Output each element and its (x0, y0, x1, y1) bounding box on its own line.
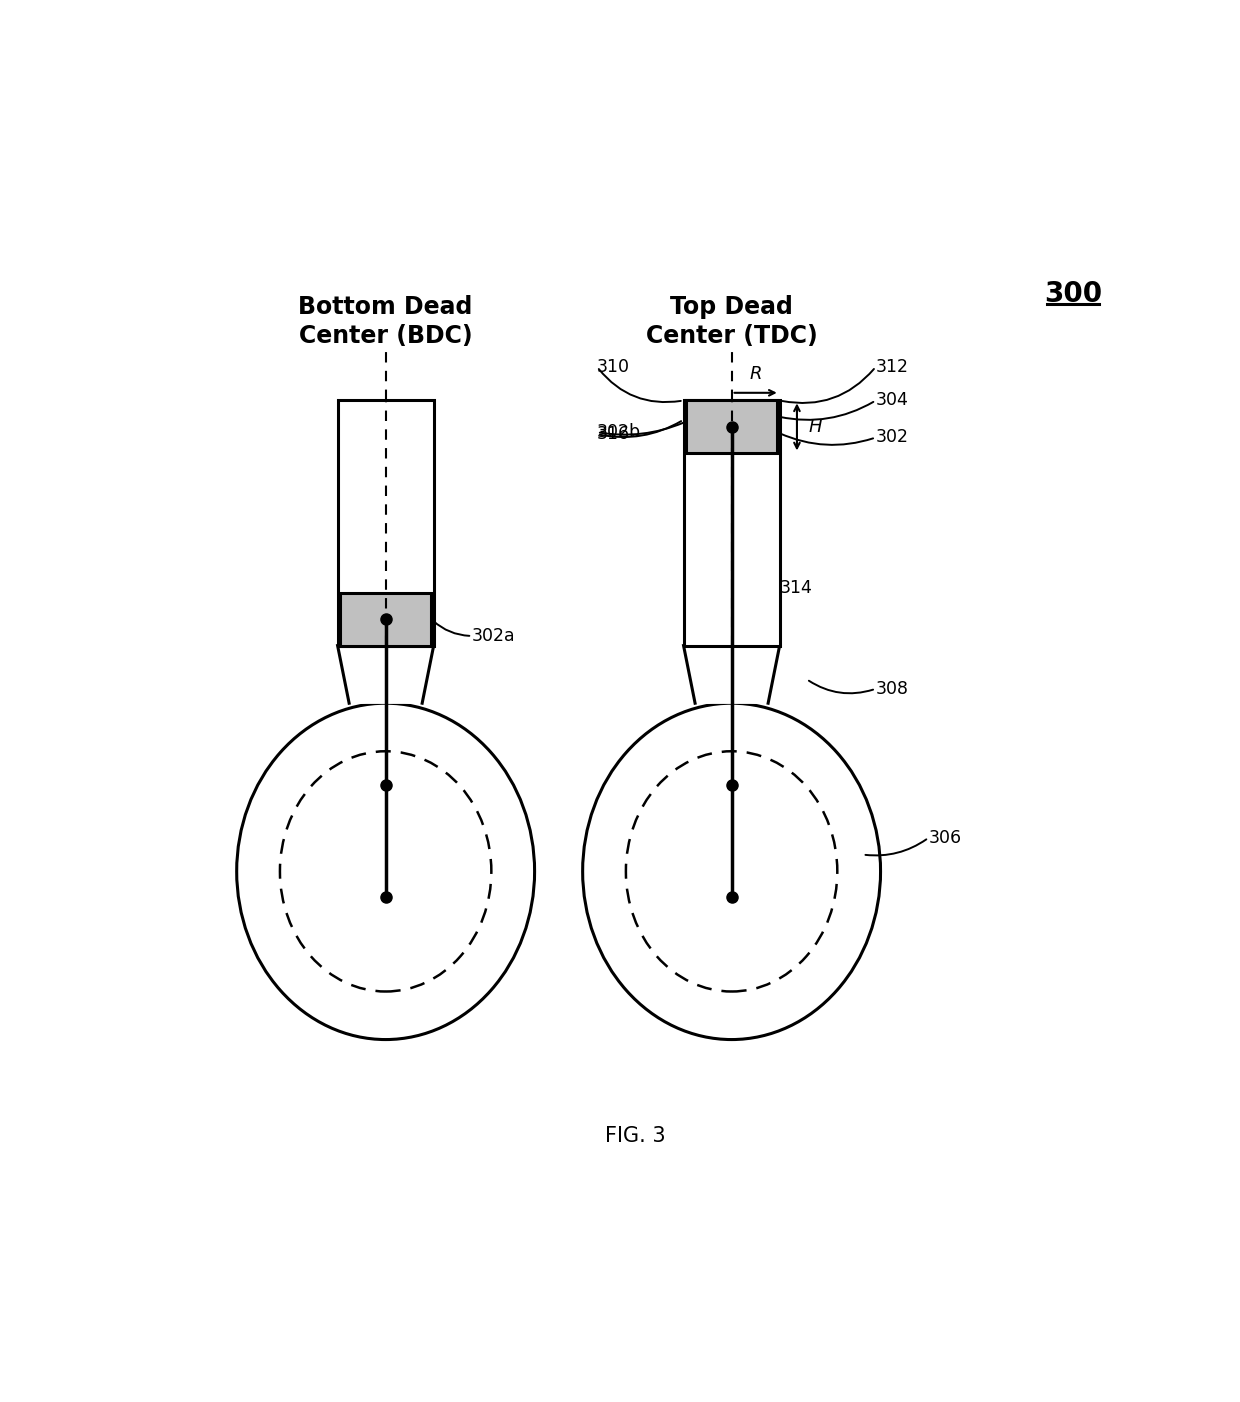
Text: 302a: 302a (472, 627, 516, 645)
Bar (340, 593, 432, 645)
Polygon shape (337, 645, 434, 704)
Text: Top Dead
Center (TDC): Top Dead Center (TDC) (646, 294, 817, 349)
Polygon shape (683, 645, 780, 704)
Ellipse shape (237, 704, 534, 1039)
Text: 302: 302 (875, 429, 909, 446)
Text: 306: 306 (929, 829, 962, 847)
Text: FIG. 3: FIG. 3 (605, 1126, 666, 1145)
Text: 310: 310 (596, 358, 630, 376)
Text: Bottom Dead
Center (BDC): Bottom Dead Center (BDC) (299, 294, 472, 349)
Text: 304: 304 (875, 391, 909, 409)
Text: 300: 300 (1044, 280, 1102, 308)
Bar (337, 401, 434, 645)
Text: 308: 308 (875, 680, 909, 698)
Text: $H$: $H$ (808, 418, 823, 436)
Text: 312: 312 (875, 358, 909, 376)
Text: 316: 316 (596, 425, 630, 443)
Text: 302b: 302b (596, 423, 641, 442)
Text: $R$: $R$ (749, 365, 763, 383)
Text: 314: 314 (780, 579, 812, 597)
Bar (683, 401, 780, 645)
Ellipse shape (583, 704, 880, 1039)
Bar (686, 401, 777, 453)
